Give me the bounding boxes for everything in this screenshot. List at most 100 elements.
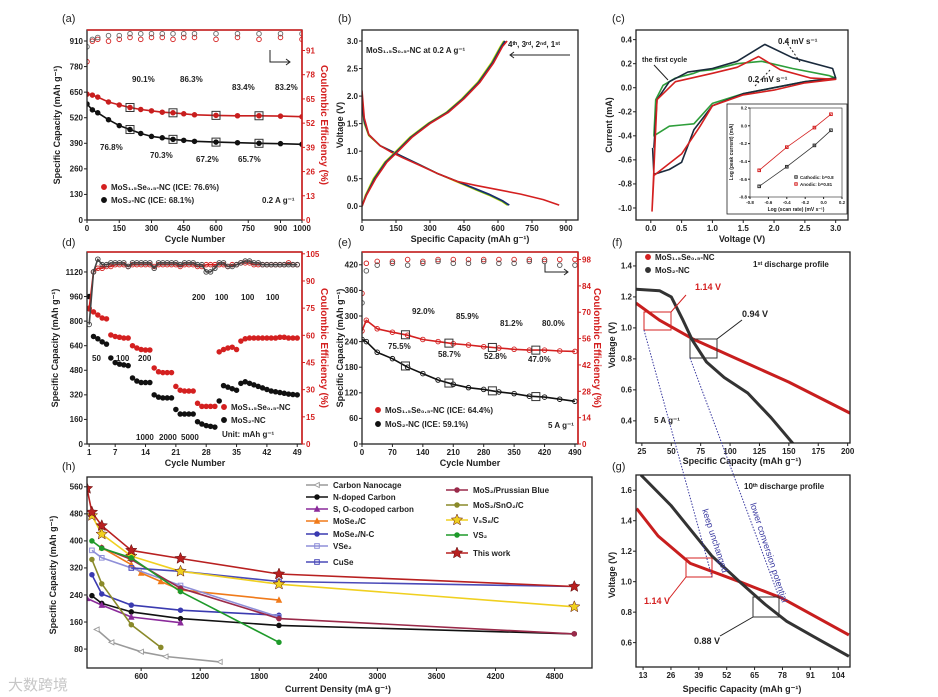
panel-label: (g) — [612, 461, 625, 473]
series-mos-se-nc-ce — [362, 256, 578, 297]
series-mos-se-nc-ce — [87, 34, 302, 65]
data-point — [147, 347, 153, 353]
data-point — [526, 256, 533, 263]
marked-cycle-box — [211, 110, 221, 120]
series-mos-se-nc — [636, 507, 850, 637]
annotation-text: 5000 — [181, 433, 199, 442]
annotation-text: 0.94 V — [742, 309, 768, 319]
y-tick-label: 160 — [70, 415, 84, 424]
data-point — [435, 256, 441, 263]
series-mos-nc-ce — [362, 258, 578, 306]
data-point — [314, 494, 320, 500]
y2-tick-label: 90 — [306, 277, 315, 286]
annotation-text: 0.2 A g⁻¹ — [262, 196, 295, 205]
marked-cycle-box — [400, 330, 410, 340]
data-point — [94, 94, 101, 100]
data-point — [94, 110, 101, 116]
x-tick-label: 300 — [145, 224, 159, 233]
annotation-text: 92.0% — [412, 307, 435, 316]
data-point — [98, 601, 106, 608]
data-point — [313, 517, 321, 524]
data-point — [212, 424, 218, 430]
marked-cycle-box — [444, 338, 454, 348]
y2-tick-label: 26 — [306, 168, 315, 177]
data-point — [454, 487, 460, 493]
series-line — [362, 102, 509, 206]
data-point — [89, 556, 95, 563]
series-anodic-b-0-81 — [757, 112, 833, 173]
series-mos-se-nc-capacity — [87, 306, 300, 410]
annotation-text: 100 — [241, 293, 255, 302]
data-point — [98, 554, 105, 561]
series-0-4-mv-s- — [651, 43, 837, 176]
right-axis-arrow-icon — [544, 264, 569, 276]
x-tick-label: 210 — [447, 448, 461, 457]
annotation-text: MoS₁.₅S₀.₅-NC at 0.2 A g⁻¹ — [366, 46, 466, 55]
data-point — [128, 565, 135, 571]
data-point — [213, 30, 219, 37]
series-mos-nc-ce — [87, 256, 300, 328]
watermark-logo: 大数跨境 — [8, 676, 68, 694]
data-point — [511, 256, 517, 263]
data-point — [87, 321, 92, 328]
data-point — [389, 258, 396, 265]
data-point — [90, 309, 97, 315]
y-tick-label: -1.0 — [618, 204, 632, 213]
data-point — [191, 112, 198, 118]
plot-area — [636, 475, 850, 658]
data-point — [363, 338, 370, 345]
series-line — [653, 60, 837, 137]
data-point — [276, 639, 282, 646]
data-point — [129, 375, 136, 381]
data-point — [420, 258, 426, 265]
data-point — [107, 639, 115, 646]
data-point — [541, 347, 548, 353]
data-point — [276, 615, 282, 622]
data-point — [138, 346, 144, 353]
marked-cycle-box — [531, 345, 541, 355]
data-point — [277, 34, 284, 41]
series-mos-nc-capacity — [87, 293, 300, 430]
x-tick-label: 1800 — [250, 672, 268, 681]
annotation-text: 0.4 mV s⁻¹ — [778, 37, 818, 46]
data-point — [137, 106, 144, 113]
data-point — [105, 38, 112, 44]
data-point — [157, 577, 165, 585]
annotation-text: 5 A g⁻¹ — [654, 416, 680, 425]
data-point — [496, 256, 502, 263]
y2-tick-label: 13 — [306, 192, 315, 201]
data-point — [125, 335, 131, 341]
y-tick-label: 180 — [345, 363, 359, 372]
y-tick-label: -0.4 — [618, 132, 632, 141]
y-tick-label: -0.4 — [739, 159, 747, 164]
data-point — [511, 346, 517, 353]
data-point — [272, 335, 279, 341]
series-3rd-discharge — [362, 102, 509, 206]
y-tick-label: 1.0 — [621, 577, 633, 586]
y-tick-label: 0.6 — [621, 386, 633, 395]
data-point — [234, 34, 241, 41]
annotation-text: 0.88 V — [694, 636, 720, 646]
data-point — [137, 569, 145, 576]
data-point — [137, 648, 144, 656]
data-point — [450, 260, 457, 267]
y2-axis-label: Coulombic Efficiency (%) — [318, 288, 329, 408]
legend-label: Carbon Nanocage — [333, 481, 402, 490]
x-tick-label: 0 — [360, 448, 365, 457]
highlight-box-black — [689, 338, 718, 359]
data-point — [313, 481, 320, 489]
y2-tick-label: 84 — [582, 282, 591, 291]
data-point — [435, 258, 441, 265]
marked-cycle-box — [531, 392, 541, 402]
y-tick-label: 130 — [70, 190, 84, 199]
series-carbon-nanocage — [93, 626, 223, 666]
y-tick-label: 0 — [354, 440, 359, 449]
y-tick-label: 1.4 — [621, 262, 633, 271]
legend-label: MoS₂-NC — [655, 266, 690, 275]
legend-label: MoS₂-NC (ICE: 68.1%) — [111, 196, 194, 205]
panel-label: (d) — [62, 237, 75, 249]
data-point — [313, 505, 321, 512]
data-point — [812, 143, 817, 148]
y-tick-label: 1.0 — [347, 147, 359, 156]
data-point — [155, 394, 162, 400]
